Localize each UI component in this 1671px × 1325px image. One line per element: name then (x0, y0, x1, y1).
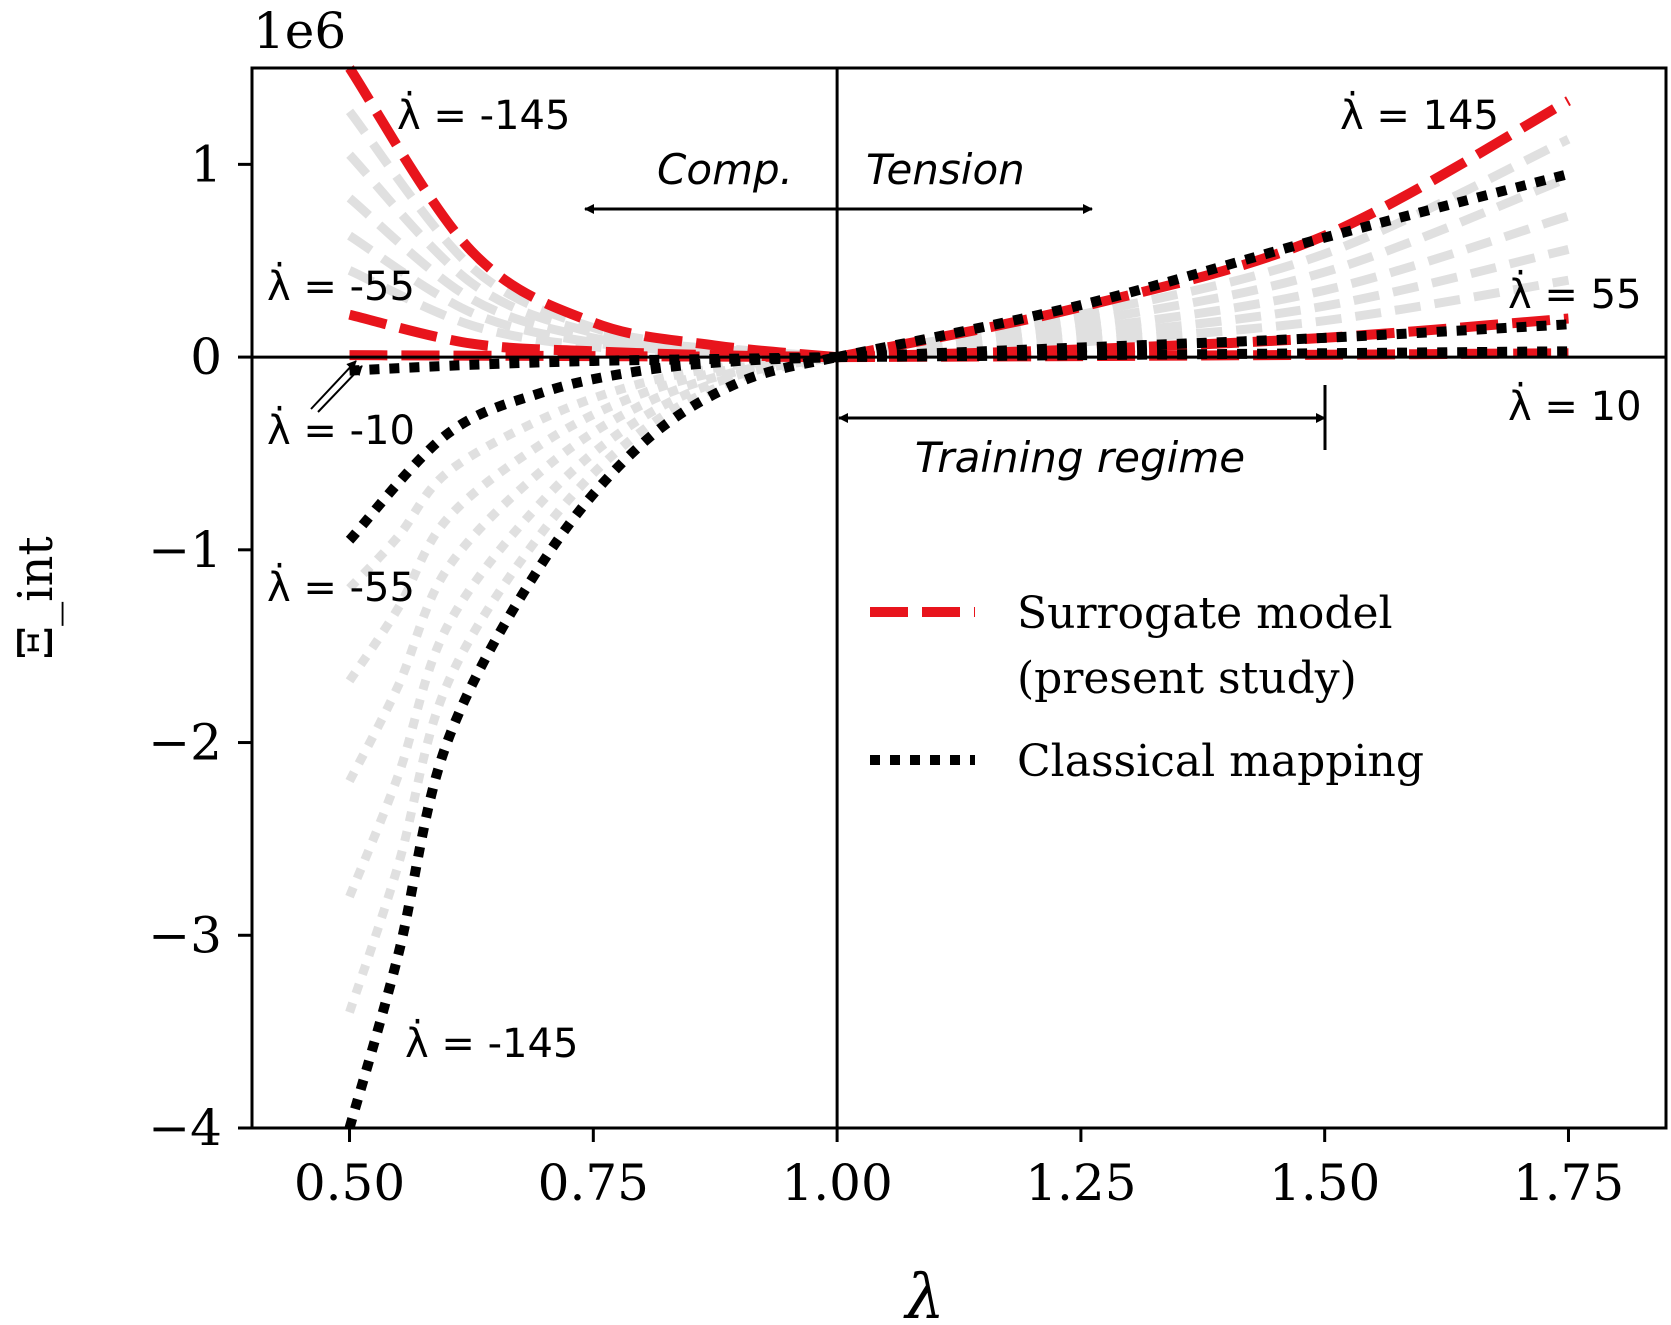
background-curve (836, 135, 1571, 362)
surrogate-series-line (345, 65, 838, 363)
background-curves (345, 108, 1571, 1014)
background-curve (346, 151, 838, 362)
x-tick-label: 1.75 (1513, 1154, 1624, 1212)
classical-series-line (345, 352, 838, 544)
plot-frame (250, 66, 1668, 1130)
background-curve (836, 275, 1570, 362)
legend-label-classical: Classical mapping (1017, 736, 1424, 787)
annotation-value: = -145 (421, 93, 571, 139)
classical-series-line (344, 352, 839, 1130)
lambda-dot-symbol: λ̇ (1508, 269, 1532, 318)
lambda-dot-symbol: λ̇ (267, 562, 291, 611)
annotation-pos55: λ̇ = 55 (1508, 269, 1642, 318)
svg-text:λ̇ = -55: λ̇ = -55 (267, 562, 415, 611)
annotation-neg55-bottom: λ̇ = -55 (267, 562, 415, 611)
x-tick-label: 1.25 (1025, 1154, 1136, 1212)
background-curve (347, 231, 838, 362)
neg10-pointer-arrow-2 (317, 365, 363, 413)
neg10-pointer-arrow (310, 360, 357, 410)
x-tick-label: 1.00 (781, 1154, 892, 1212)
y-tick-label: −1 (148, 521, 222, 579)
svg-text:λ̇ = 10: λ̇ = 10 (1508, 381, 1642, 430)
lambda-dot-symbol: λ̇ (1340, 90, 1364, 139)
annotation-value: = -55 (291, 264, 415, 310)
y-tick-label: −3 (148, 906, 222, 964)
x-axis: 0.50 0.75 1.00 1.25 1.50 1.75 (294, 1128, 1624, 1212)
y-tick-label: 1 (190, 135, 222, 193)
y-axis-title: Ξ_int (8, 536, 64, 659)
annotation-pos10: λ̇ = 10 (1508, 381, 1642, 430)
x-tick-label: 1.50 (1269, 1154, 1380, 1212)
background-curve (836, 173, 1571, 362)
svg-text:λ̇ = 145: λ̇ = 145 (1340, 90, 1499, 139)
svg-text:λ̇ = -10: λ̇ = -10 (267, 405, 415, 454)
svg-text:λ̇ = -145: λ̇ = -145 (405, 1018, 578, 1067)
lambda-dot-symbol: λ̇ (267, 405, 291, 454)
annotation-neg10: λ̇ = -10 (267, 405, 415, 454)
annotation-neg145-top: λ̇ = -145 (397, 90, 570, 139)
y-tick-label: 0 (190, 328, 222, 386)
lambda-dot-symbol: λ̇ (405, 1018, 429, 1067)
background-curve (836, 245, 1570, 362)
svg-text:λ̇ = -55: λ̇ = -55 (267, 261, 415, 310)
surrogate-series-line (348, 309, 838, 363)
annotation-value: = -10 (291, 408, 415, 454)
x-tick-label: 0.75 (538, 1154, 649, 1212)
y-tick-label: −2 (148, 714, 222, 772)
compression-label: Comp. (657, 145, 793, 194)
y-axis: −4 −3 −2 −1 0 1 (148, 135, 252, 1157)
y-tick-label: −4 (148, 1099, 222, 1157)
lambda-dot-symbol: λ̇ (397, 90, 421, 139)
lambda-dot-symbol: λ̇ (1508, 381, 1532, 430)
annotation-neg55-top: λ̇ = -55 (267, 261, 415, 310)
lambda-dot-symbol: λ̇ (267, 261, 291, 310)
annotation-value: = -55 (291, 565, 415, 611)
background-curve (345, 352, 838, 784)
legend: Surrogate model (present study) Classica… (870, 588, 1424, 787)
surrogate-series-line (836, 96, 1571, 362)
training-regime-label: Training regime (915, 433, 1245, 482)
annotation-value: = 145 (1364, 93, 1499, 139)
legend-label-surrogate-sub: (present study) (1017, 653, 1357, 704)
annotation-value: = 55 (1532, 272, 1642, 318)
x-tick-label: 0.50 (294, 1154, 405, 1212)
annotation-value: = 10 (1532, 384, 1642, 430)
annotation-pos145: λ̇ = 145 (1340, 90, 1499, 139)
svg-text:λ̇ = 55: λ̇ = 55 (1508, 269, 1642, 318)
svg-text:λ̇ = -145: λ̇ = -145 (397, 90, 570, 139)
tension-label: Tension (866, 145, 1025, 194)
annotation-value: = -145 (429, 1021, 579, 1067)
y-multiplier: 1e6 (253, 2, 346, 60)
background-curve (836, 211, 1570, 362)
legend-label-surrogate: Surrogate model (1017, 588, 1393, 639)
classical-series-line (836, 169, 1570, 362)
annotation-neg145-bottom: λ̇ = -145 (405, 1018, 578, 1067)
x-axis-title: λ (902, 1260, 944, 1325)
